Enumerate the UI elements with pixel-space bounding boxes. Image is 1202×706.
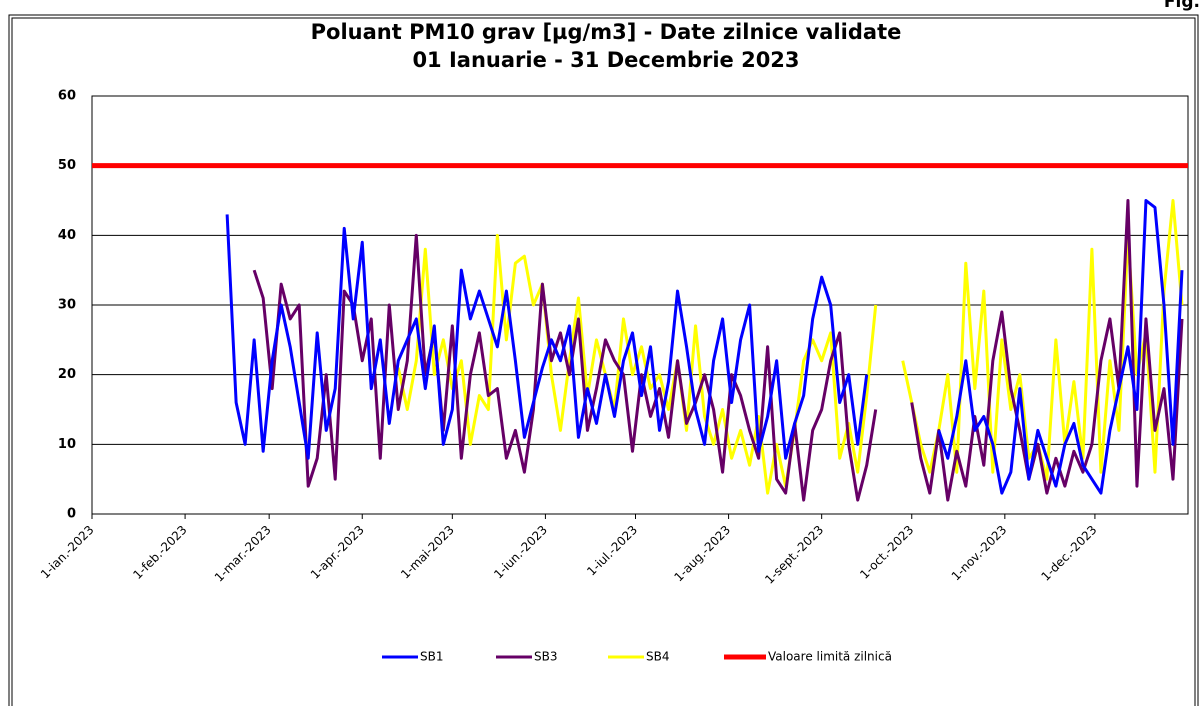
x-tick-label: 1-nov.-2023 [949, 523, 1010, 584]
x-tick-label: 1-mar.-2023 [212, 523, 274, 585]
outer-frame [8, 14, 1199, 706]
x-tick-label: 1-aug.-2023 [671, 523, 733, 585]
x-tick-label: 1-iul.-2023 [584, 523, 640, 579]
x-tick-label: 1-dec.-2023 [1039, 523, 1100, 584]
x-tick-label: 1-iun.-2023 [491, 523, 550, 582]
legend-label: Valoare limită zilnică [768, 650, 892, 664]
figure-label: Fig. [1164, 0, 1200, 12]
y-tick-label: 30 [58, 298, 76, 313]
x-tick-label: 1-oct.-2023 [857, 523, 916, 582]
chart-subtitle: 01 Ianuarie - 31 Decembrie 2023 [412, 48, 799, 72]
x-tick-label: 1-ian.-2023 [38, 523, 97, 582]
chart-title: Poluant PM10 grav [µg/m3] - Date zilnice… [311, 20, 902, 44]
legend-label: SB1 [420, 650, 443, 664]
x-tick-label: 1-sept.-2023 [762, 523, 826, 587]
y-tick-label: 20 [58, 367, 76, 382]
series-line [225, 199, 1184, 495]
y-tick-label: 60 [58, 89, 76, 104]
x-tick-label: 1-feb.-2023 [130, 523, 189, 582]
legend-label: SB4 [646, 650, 669, 664]
x-tick-label: 1-apr.-2023 [308, 523, 367, 582]
y-tick-label: 0 [67, 507, 76, 522]
y-tick-label: 40 [58, 228, 76, 243]
y-tick-label: 50 [58, 158, 76, 173]
series-line [252, 199, 1184, 502]
y-tick-label: 10 [58, 437, 76, 452]
inner-frame [11, 17, 1196, 706]
x-tick-label: 1-mai-2023 [398, 523, 457, 582]
legend-label: SB3 [534, 650, 557, 664]
